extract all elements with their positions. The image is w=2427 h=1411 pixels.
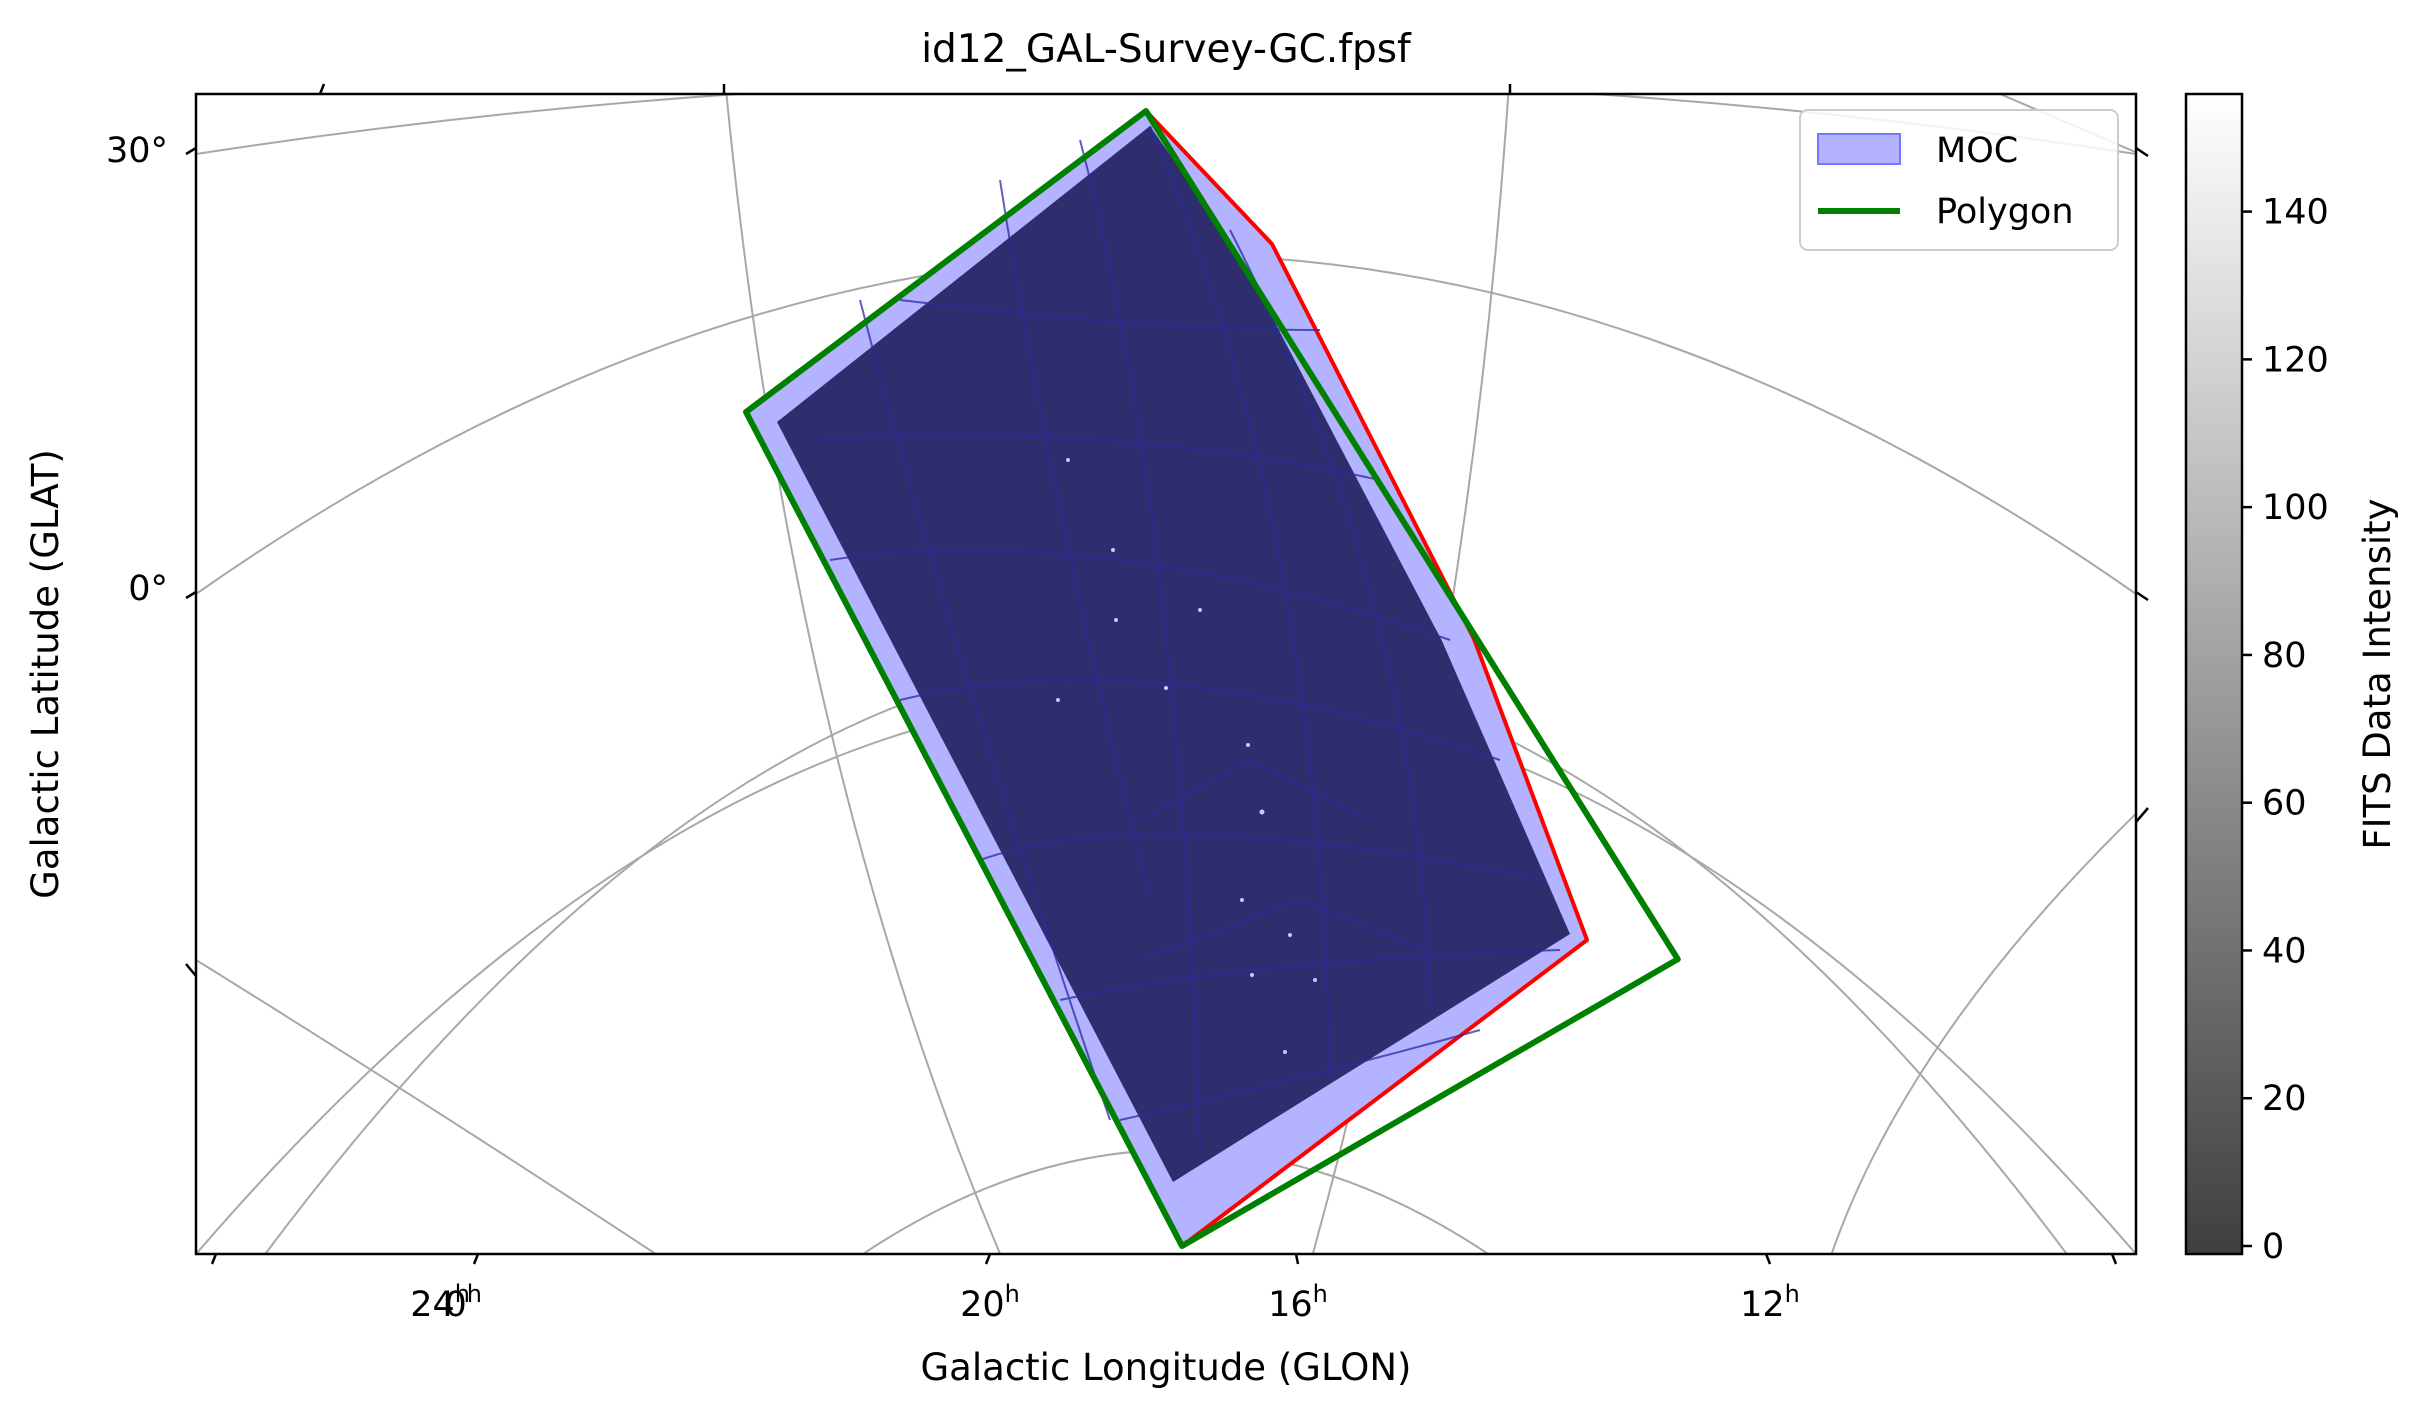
axes-frame xyxy=(194,92,2138,1256)
fits-sources xyxy=(1056,458,1317,1054)
tick-mark xyxy=(185,590,197,600)
moc-tile-grid xyxy=(819,125,1561,1151)
legend-label-polygon: Polygon xyxy=(1936,192,2074,232)
x-tick-label: 24h xyxy=(410,1280,470,1325)
colorbar-label: FITS Data Intensity xyxy=(2356,498,2399,849)
fits-source xyxy=(1164,686,1168,690)
fits-source xyxy=(1056,698,1060,702)
legend-label-moc: MOC xyxy=(1936,131,2018,171)
fits-source xyxy=(1066,458,1070,462)
colorbar-tick-label: 80 xyxy=(2262,636,2307,676)
fits-source xyxy=(1283,1050,1287,1054)
tick-mark xyxy=(210,1253,218,1265)
colorbar-tick-label: 0 xyxy=(2262,1227,2284,1267)
colorbar-ticks: 0 20 40 60 80 100 120 140 xyxy=(2242,193,2329,1267)
fits-source xyxy=(1259,809,1265,815)
colorbar-gradient xyxy=(2184,92,2244,1256)
tick-mark xyxy=(185,963,197,977)
axis-ticks xyxy=(185,83,2149,1265)
x-axis-label: Galactic Longitude (GLON) xyxy=(921,1346,1412,1389)
tick-mark xyxy=(318,83,326,95)
fits-source xyxy=(1246,743,1250,747)
grid-meridian xyxy=(1830,812,2136,1254)
tick-mark xyxy=(2135,590,2149,602)
tick-mark xyxy=(472,1253,480,1265)
tick-mark xyxy=(1764,1253,1772,1265)
fits-source xyxy=(1250,973,1254,977)
legend-swatch-moc xyxy=(1817,133,1901,165)
fits-source xyxy=(1240,898,1244,902)
x-tick-label: 12h xyxy=(1740,1280,1800,1325)
colorbar-tick-label: 120 xyxy=(2262,340,2329,380)
colorbar-tick-label: 20 xyxy=(2262,1079,2307,1119)
tick-mark xyxy=(1294,1253,1300,1265)
colorbar-tick-label: 100 xyxy=(2262,488,2329,528)
fits-source xyxy=(1288,933,1292,937)
x-tick-label: 0h xyxy=(445,1280,483,1325)
tick-mark xyxy=(185,146,197,156)
y-axis-label: Galactic Latitude (GLAT) xyxy=(24,449,67,899)
fits-source xyxy=(1313,978,1317,982)
moc-region xyxy=(743,108,1681,1249)
legend: MOC Polygon xyxy=(1799,109,2119,251)
y-tick-label: 0° xyxy=(128,569,168,609)
chart-title: id12_GAL-Survey-GC.fpsf xyxy=(921,27,1412,72)
x-tick-label: 20h xyxy=(960,1280,1020,1325)
tick-mark xyxy=(984,1253,992,1265)
grid-meridian xyxy=(196,958,658,1254)
fits-source xyxy=(1198,608,1202,612)
tick-mark xyxy=(2110,1253,2118,1265)
grid-meridian xyxy=(725,94,1002,1254)
tick-mark xyxy=(2135,807,2149,823)
colorbar-tick-label: 140 xyxy=(2262,193,2329,233)
colorbar: 0 20 40 60 80 100 120 140 FITS Data Intensity xyxy=(2184,92,2399,1267)
tick-mark xyxy=(2135,146,2149,158)
polygon-outline xyxy=(743,108,1681,1249)
colorbar-tick-label: 60 xyxy=(2262,784,2307,824)
y-tick-label: 30° xyxy=(106,131,168,171)
x-tick-label: 16h xyxy=(1268,1280,1328,1325)
fits-source xyxy=(1114,618,1118,622)
fits-image xyxy=(777,126,1570,1182)
colorbar-tick-label: 40 xyxy=(2262,931,2307,971)
fits-source xyxy=(1111,548,1115,552)
